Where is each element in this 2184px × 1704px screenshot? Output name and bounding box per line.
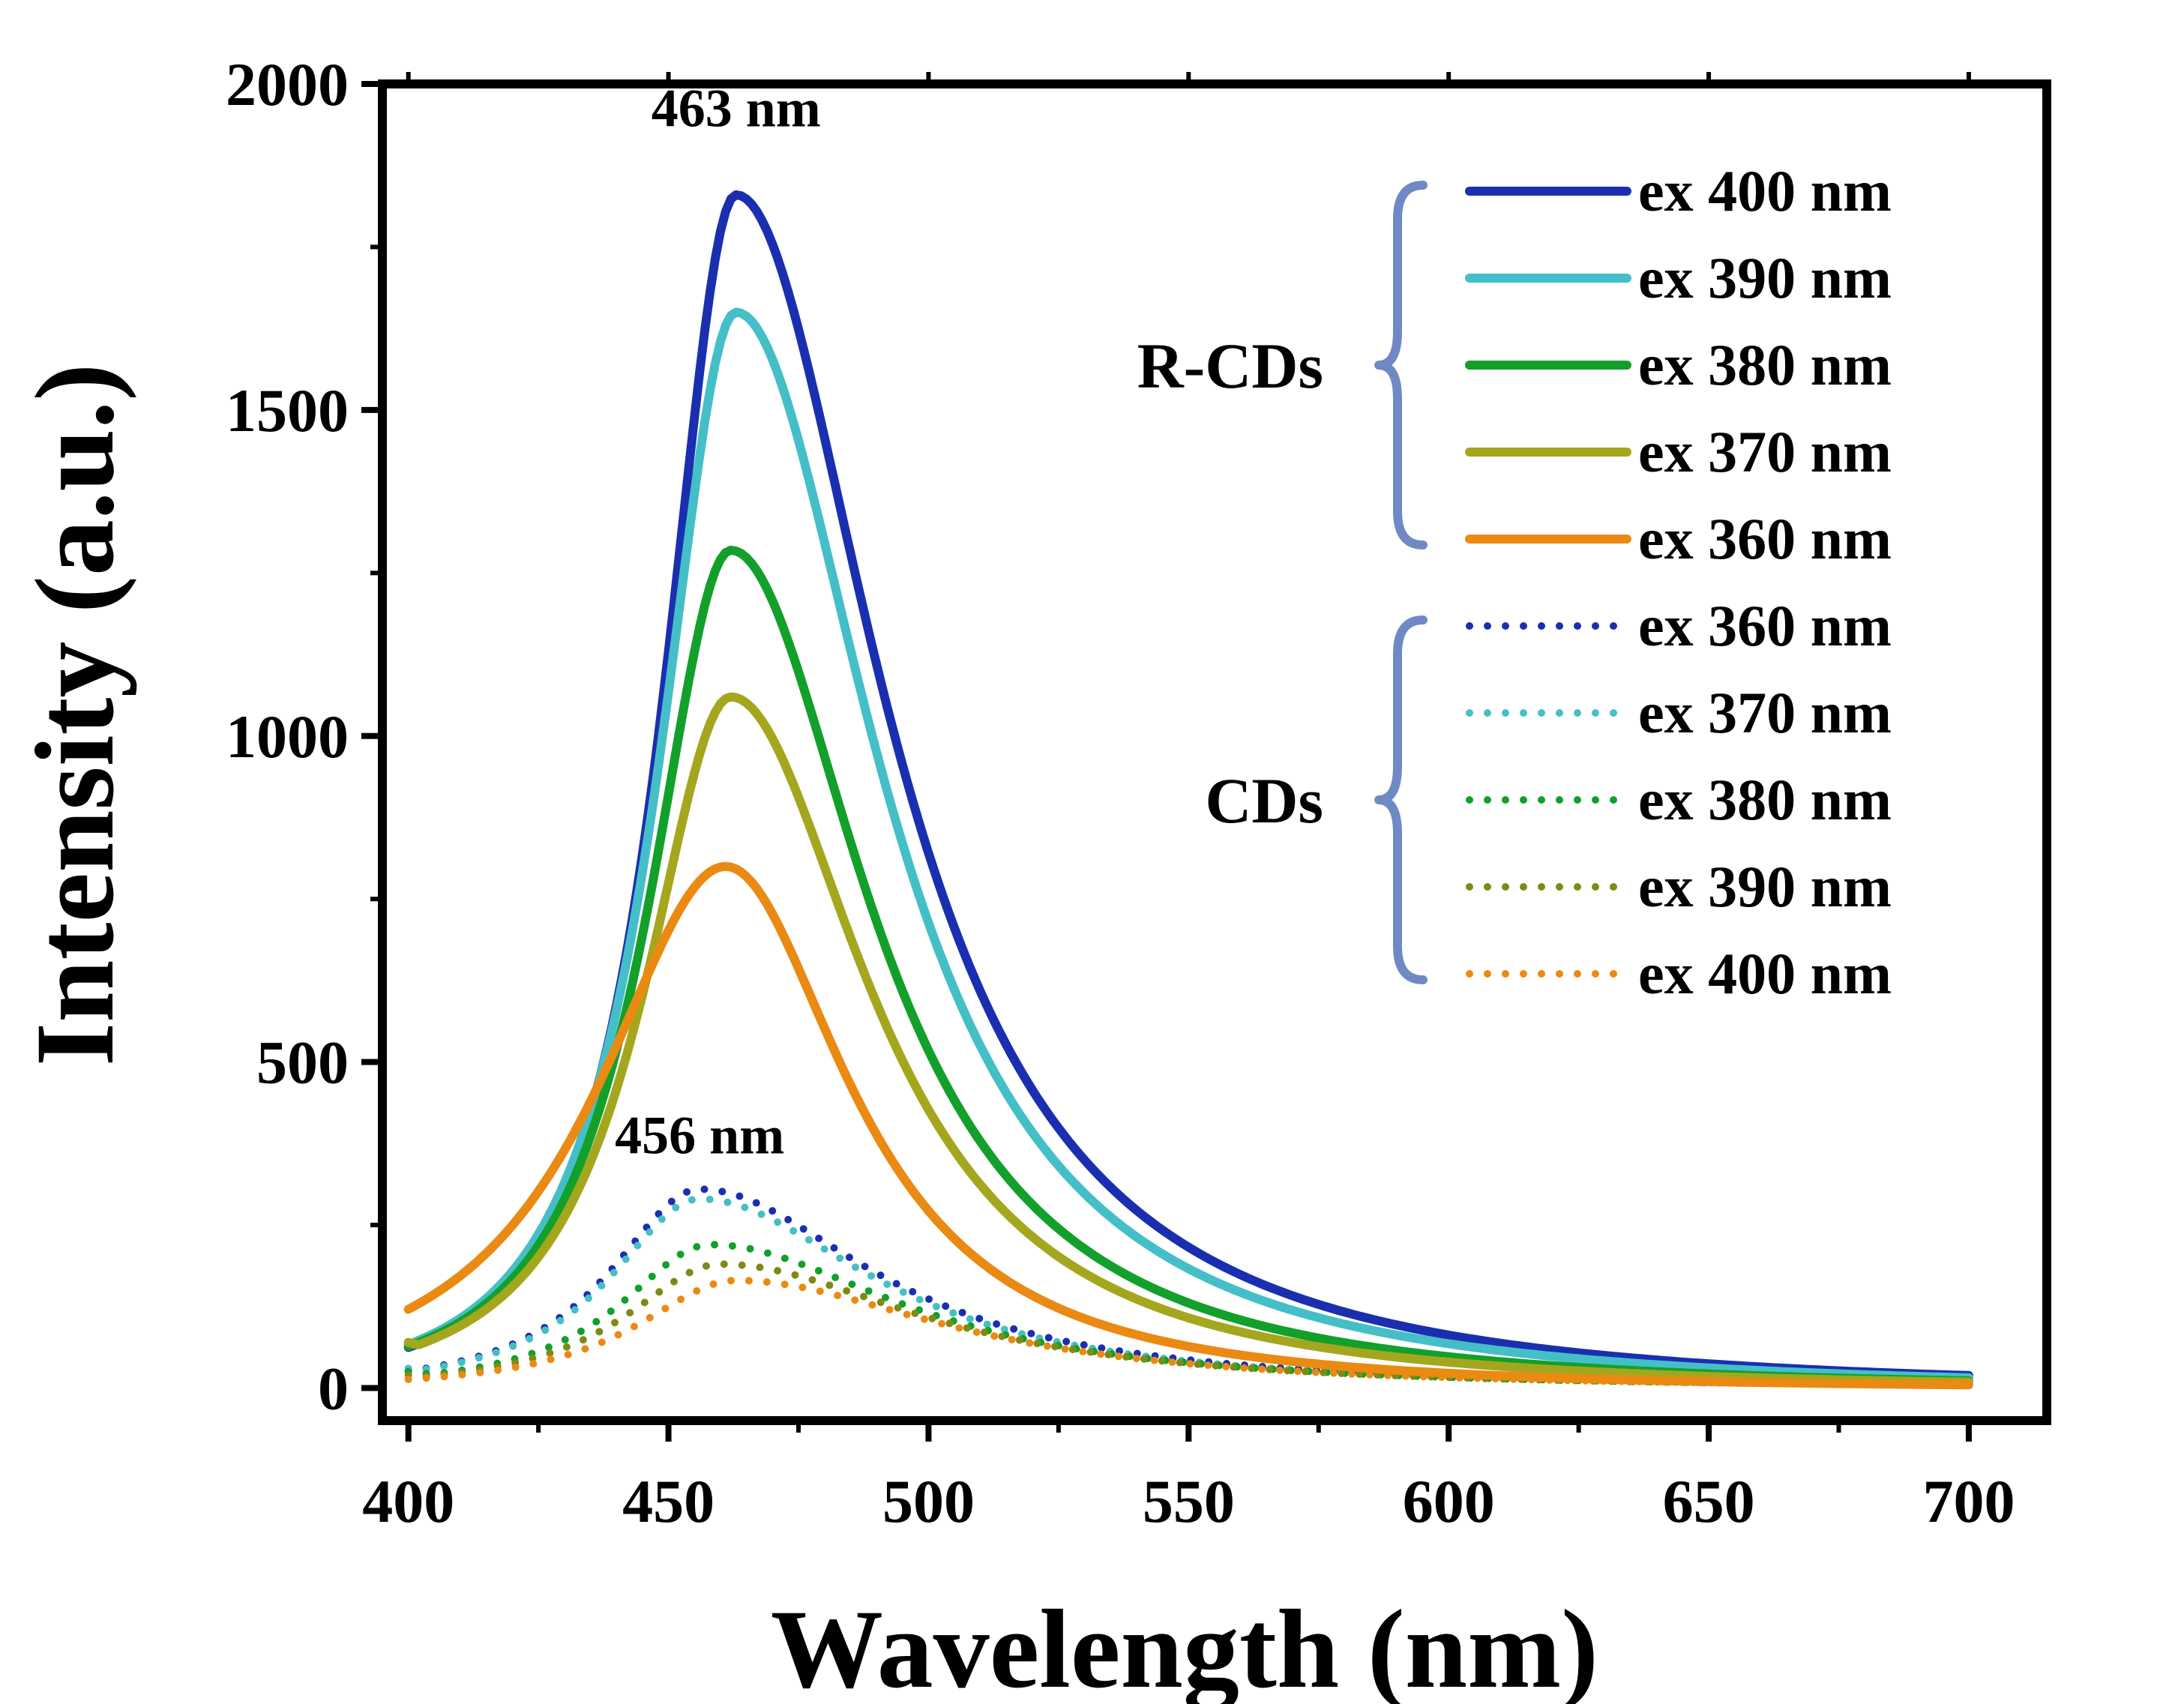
- series-line-r-cds-ex-360-nm: [403, 861, 1973, 1390]
- legend-label: ex 390 nm: [1638, 854, 1892, 919]
- series-line-r-cds-ex-370-nm: [403, 692, 1973, 1387]
- y-tick-label: 500: [256, 1029, 349, 1097]
- legend-label: ex 370 nm: [1638, 680, 1892, 745]
- series-line-cds-ex-370-nm: [404, 1195, 1973, 1389]
- legend-label: ex 370 nm: [1638, 419, 1892, 484]
- series-line-cds-ex-360-nm: [404, 1185, 1973, 1389]
- x-tick-label: 400: [362, 1467, 454, 1535]
- y-tick-label: 1500: [226, 376, 349, 445]
- legend-label: ex 400 nm: [1638, 941, 1892, 1006]
- legend-group-brace: [1374, 181, 1428, 550]
- legend-label: ex 380 nm: [1638, 767, 1892, 832]
- plot-frame: [378, 79, 2051, 1425]
- legend-label: ex 400 nm: [1638, 158, 1892, 223]
- legend-item: ex 380 nm: [1466, 767, 1892, 832]
- legend-item: ex 360 nm: [1466, 593, 1892, 658]
- y-tick-label: 0: [318, 1355, 349, 1423]
- peak-annotation: 463 nm: [652, 79, 821, 139]
- legend-group-label: R-CDs: [1137, 330, 1323, 402]
- legend-item: ex 380 nm: [1465, 332, 1892, 397]
- y-tick-label: 1000: [226, 702, 349, 771]
- x-tick-label: 700: [1922, 1467, 2015, 1535]
- peak-annotations: 463 nm 456 nm: [615, 79, 821, 1166]
- y-axis-title: Intensity (a.u.): [13, 364, 137, 1067]
- series-line-cds-ex-380-nm: [404, 1241, 1973, 1389]
- legend-item: ex 370 nm: [1466, 680, 1892, 745]
- x-tick-label: 550: [1143, 1467, 1235, 1535]
- series-line-r-cds-ex-390-nm: [403, 307, 1973, 1382]
- tick-labels: 400 450 500 550 600 650 700 0 500 1000 1500 2000: [226, 50, 2015, 1535]
- legend-item: ex 390 nm: [1466, 854, 1892, 919]
- legend-item: ex 400 nm: [1466, 941, 1892, 1006]
- x-axis-title: Wavelength (nm): [771, 1587, 1598, 1704]
- legend-item: ex 390 nm: [1465, 245, 1892, 310]
- x-tick-label: 500: [882, 1467, 975, 1535]
- legend-group-brace: [1374, 615, 1428, 984]
- axis-ticks: [361, 72, 1972, 1442]
- legend-item: ex 370 nm: [1465, 419, 1892, 484]
- legend: ex 400 nm ex 390 nm ex 380 nm ex 370 nm ex 3…: [1137, 158, 1892, 1006]
- legend-label: ex 360 nm: [1638, 506, 1892, 571]
- legend-group-r-cds: R-CDs: [1137, 181, 1428, 550]
- legend-label: ex 390 nm: [1638, 245, 1892, 310]
- legend-label: ex 360 nm: [1638, 593, 1892, 658]
- legend-group-cds: CDs: [1205, 615, 1428, 984]
- legend-item: ex 400 nm: [1465, 158, 1892, 223]
- x-tick-label: 650: [1663, 1467, 1755, 1535]
- peak-annotation: 456 nm: [615, 1105, 784, 1165]
- legend-item: ex 360 nm: [1465, 506, 1892, 571]
- y-tick-label: 2000: [226, 50, 349, 118]
- x-tick-label: 450: [622, 1467, 715, 1535]
- series-layer: [403, 190, 1973, 1390]
- x-tick-label: 600: [1403, 1467, 1495, 1535]
- legend-group-label: CDs: [1205, 765, 1323, 837]
- legend-label: ex 380 nm: [1638, 332, 1892, 397]
